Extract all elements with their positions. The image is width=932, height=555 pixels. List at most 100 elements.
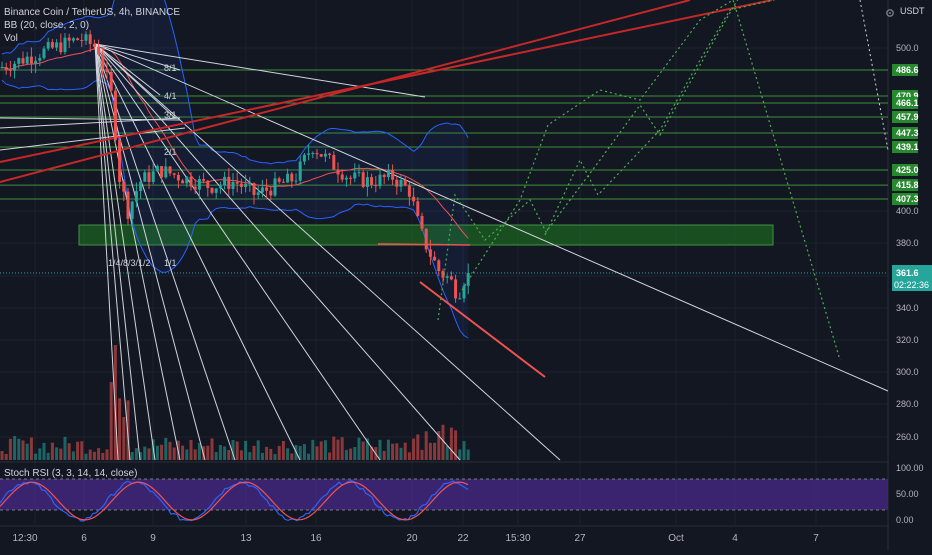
chart-legend: Binance Coin / TetherUS, 4h, BINANCE BB … bbox=[4, 6, 180, 45]
current-price: 361.6 bbox=[896, 268, 919, 278]
time-tick: 15:30 bbox=[505, 533, 530, 544]
candle-body bbox=[34, 60, 38, 64]
level-label-bg bbox=[892, 111, 918, 123]
stoch-rsi-label[interactable]: Stoch RSI (3, 3, 14, 14, close) bbox=[4, 468, 138, 479]
currency-label[interactable]: USDT bbox=[900, 6, 925, 16]
volume-bar bbox=[239, 450, 243, 460]
volume-bar bbox=[370, 446, 374, 460]
candle-body bbox=[311, 153, 315, 155]
volume-bar bbox=[248, 452, 252, 460]
volume-bar bbox=[218, 445, 222, 460]
volume-bar bbox=[378, 439, 382, 460]
candle-body bbox=[197, 179, 201, 190]
candle-body bbox=[357, 172, 361, 174]
candle-body bbox=[256, 192, 260, 195]
volume-bar bbox=[172, 447, 176, 460]
volume-bar bbox=[29, 437, 33, 460]
volume-bar bbox=[126, 400, 130, 460]
projection-line bbox=[437, 0, 739, 321]
time-tick: 9 bbox=[150, 533, 156, 544]
candle-body bbox=[391, 169, 395, 180]
candle-body bbox=[223, 176, 227, 186]
level-label: 439.1 bbox=[896, 142, 919, 152]
candle-body bbox=[42, 48, 46, 59]
candle-body bbox=[466, 273, 470, 286]
bb-lower bbox=[1, 79, 469, 339]
volume-bar bbox=[4, 453, 8, 460]
volume-bar bbox=[344, 449, 348, 460]
time-tick: 12:30 bbox=[12, 533, 37, 544]
volume-bar bbox=[265, 446, 269, 460]
time-tick: 4 bbox=[732, 533, 738, 544]
volume-bar bbox=[386, 439, 390, 460]
level-label: 425.0 bbox=[896, 165, 919, 175]
volume-bar bbox=[286, 448, 290, 460]
candle-body bbox=[328, 153, 332, 155]
fan-line bbox=[94, 43, 141, 461]
fan-line bbox=[94, 43, 889, 392]
volume-bar bbox=[332, 436, 336, 460]
candle-body bbox=[332, 154, 336, 170]
candle-body bbox=[164, 166, 168, 178]
stoch-d-line bbox=[0, 481, 469, 521]
level-label: 407.3 bbox=[896, 194, 919, 204]
volume-bar bbox=[420, 449, 424, 460]
price-tick: 340.0 bbox=[896, 303, 919, 313]
volume-bar bbox=[71, 451, 75, 460]
volume-indicator-label[interactable]: Vol bbox=[4, 33, 18, 44]
level-label: 415.8 bbox=[896, 180, 919, 190]
candle-body bbox=[210, 187, 214, 193]
price-tick: 320.0 bbox=[896, 335, 919, 345]
volume-bar bbox=[181, 445, 185, 460]
candle-body bbox=[399, 179, 403, 187]
volume-bar bbox=[101, 452, 105, 460]
settings-gear-icon[interactable] bbox=[884, 6, 896, 24]
symbol-title[interactable]: Binance Coin / TetherUS, 4h, BINANCE bbox=[4, 7, 181, 18]
candle-body bbox=[315, 153, 319, 155]
volume-bar bbox=[185, 449, 189, 460]
volume-bar bbox=[168, 441, 172, 460]
volume-bar bbox=[307, 453, 311, 460]
candle-body bbox=[412, 196, 416, 202]
level-label-bg bbox=[892, 193, 918, 206]
candle-body bbox=[130, 201, 134, 219]
volume-bar bbox=[13, 436, 17, 460]
volume-bar bbox=[424, 431, 428, 460]
volume-bar bbox=[134, 448, 138, 460]
volume-bar bbox=[252, 445, 256, 460]
volume-bar bbox=[143, 446, 147, 460]
fan-line bbox=[94, 43, 426, 98]
volume-bars bbox=[0, 345, 470, 460]
volume-bar bbox=[59, 448, 63, 460]
fan-line bbox=[0, 127, 186, 151]
level-label: 457.9 bbox=[896, 112, 919, 122]
trend-line bbox=[419, 281, 546, 378]
candle-body bbox=[172, 173, 176, 175]
volume-bar bbox=[17, 438, 21, 460]
candle-body bbox=[13, 63, 17, 71]
volume-bar bbox=[336, 439, 340, 460]
price-tick: 500.0 bbox=[896, 43, 919, 53]
candle-body bbox=[269, 190, 273, 196]
volume-bar bbox=[281, 440, 285, 460]
candle-body bbox=[109, 71, 113, 91]
countdown: 02:22:36 bbox=[894, 280, 929, 290]
candle-body bbox=[403, 179, 407, 186]
volume-bar bbox=[437, 430, 441, 460]
candle-body bbox=[252, 183, 256, 195]
volume-bar bbox=[84, 453, 88, 460]
level-label-bg bbox=[892, 141, 918, 153]
candle-body bbox=[260, 187, 264, 193]
volume-bar bbox=[269, 448, 273, 460]
volume-bar bbox=[449, 427, 453, 460]
candles bbox=[0, 30, 470, 303]
candle-body bbox=[134, 191, 138, 202]
bb-indicator-label[interactable]: BB (20, close, 2, 0) bbox=[4, 20, 90, 31]
candle-body bbox=[420, 215, 424, 229]
candle-body bbox=[340, 174, 344, 180]
volume-bar bbox=[42, 442, 46, 460]
candle-body bbox=[395, 179, 399, 187]
volume-bar bbox=[298, 446, 302, 460]
